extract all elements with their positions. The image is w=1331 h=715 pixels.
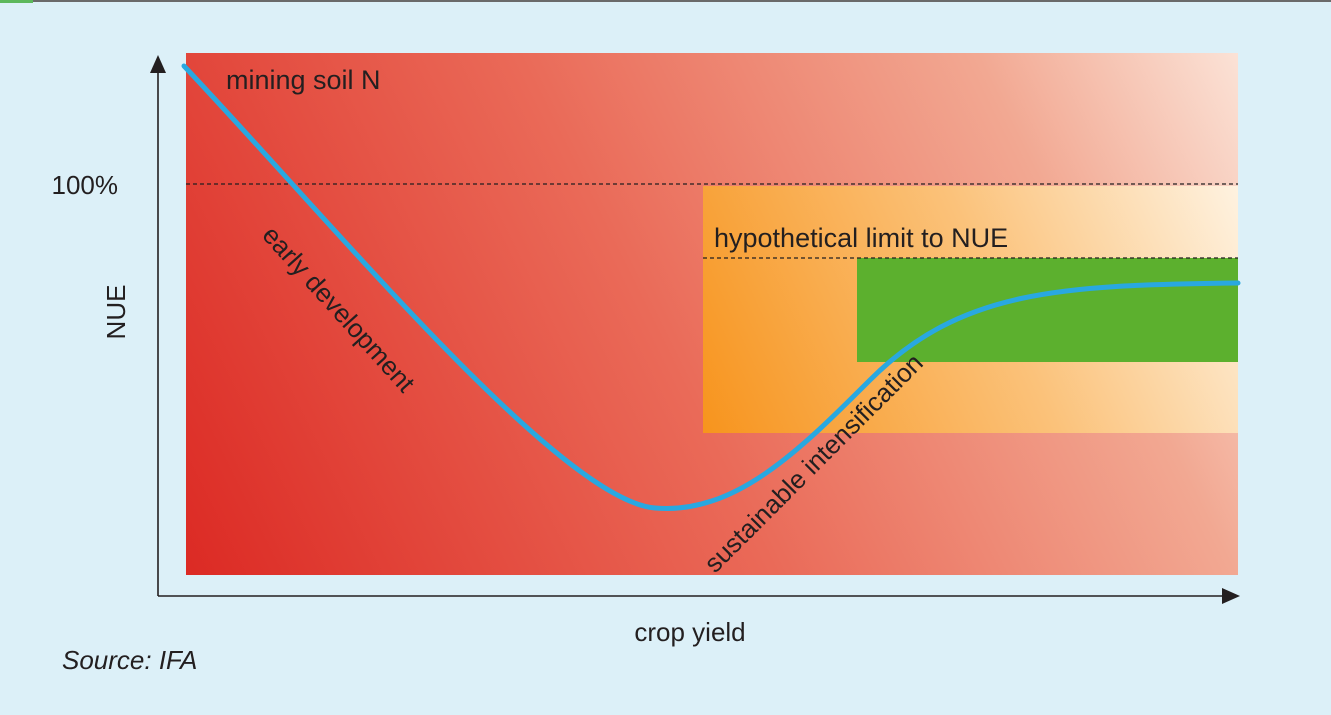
y-axis-label: NUE — [101, 285, 131, 340]
y-axis-arrowhead — [150, 55, 166, 73]
hypothetical-limit-label: hypothetical limit to NUE — [714, 223, 1008, 253]
top-border — [0, 0, 1331, 2]
reference-tick-label: 100% — [52, 170, 119, 200]
nue-curve — [181, 63, 1241, 511]
mining-soil-label: mining soil N — [226, 65, 381, 95]
x-axis-arrowhead — [1222, 588, 1240, 604]
top-accent-mark — [0, 0, 33, 3]
green-zone — [857, 258, 1238, 362]
x-axis-label: crop yield — [634, 617, 745, 647]
source-caption: Source: IFA — [62, 645, 198, 675]
